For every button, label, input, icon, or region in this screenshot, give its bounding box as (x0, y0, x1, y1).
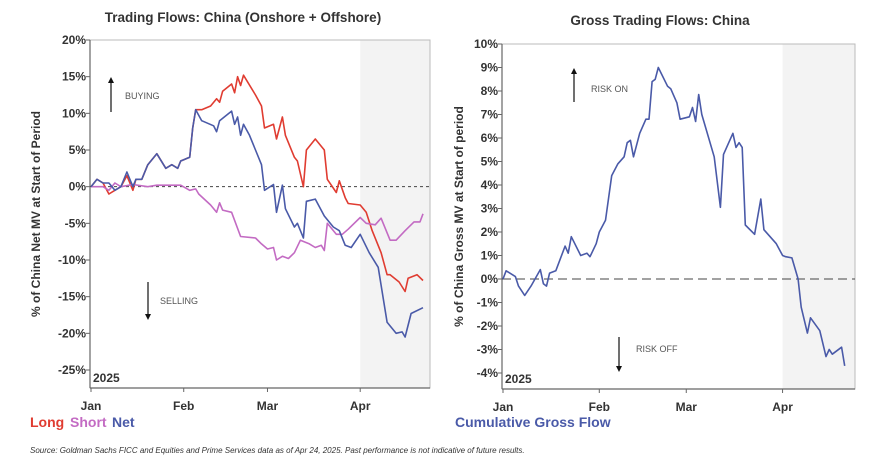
shaded-region (782, 44, 855, 389)
x-tick-label: Feb (173, 399, 194, 413)
annotation-label: BUYING (125, 91, 160, 101)
y-tick-label: 5% (69, 143, 87, 157)
y-axis-label: % of China Gross MV at Start of period (452, 106, 466, 327)
source-note: Source: Goldman Sachs FICC and Equities … (30, 446, 525, 455)
y-tick-label: 10% (62, 106, 86, 120)
chart-2: Gross Trading Flows: China 10% 9% 8% 7% 6% 5% 4… (452, 13, 856, 430)
shaded-region (360, 40, 430, 388)
y-tick-label: -15% (58, 290, 86, 304)
year-label: 2025 (505, 372, 532, 386)
y-tick-label: -10% (58, 253, 86, 267)
y-tick-label: 5% (481, 155, 499, 169)
arrowhead (616, 366, 622, 372)
legend-entry-cumulative-gross-flow: Cumulative Gross Flow (455, 414, 611, 430)
arrowhead (145, 314, 151, 320)
y-tick-label: 15% (62, 70, 86, 84)
chart-title: Trading Flows: China (Onshore + Offshore… (105, 10, 381, 25)
y-tick-label: 2% (481, 225, 499, 239)
y-tick-label: 0% (69, 180, 87, 194)
series-line-short (91, 182, 424, 261)
y-tick-label: 10% (474, 37, 498, 51)
y-tick-label: -2% (477, 319, 499, 333)
x-tick-label: Jan (81, 399, 102, 413)
y-tick-label: 9% (481, 61, 499, 75)
y-tick-label: 4% (481, 178, 499, 192)
arrowhead (108, 77, 114, 83)
x-tick-label: Jan (493, 400, 514, 414)
x-tick-label: Mar (676, 400, 698, 414)
arrowhead (571, 68, 577, 74)
y-tick-label: 0% (481, 272, 499, 286)
series-line-cumulative-gross-flow (502, 66, 846, 367)
annotation-label: SELLING (160, 296, 198, 306)
annotation-label: RISK OFF (636, 344, 678, 354)
legend-entry-net: Net (112, 414, 135, 430)
x-tick-label: Feb (589, 400, 610, 414)
y-tick-label: 7% (481, 108, 499, 122)
y-tick-label: 6% (481, 131, 499, 145)
x-tick-label: Apr (350, 399, 371, 413)
year-label: 2025 (93, 371, 120, 385)
y-tick-label: 1% (481, 249, 499, 263)
y-axis-label: % of China Net MV at Start of Period (29, 111, 43, 317)
y-tick-label: -3% (477, 343, 499, 357)
chart-title: Gross Trading Flows: China (570, 13, 750, 28)
annotation-label: RISK ON (591, 84, 628, 94)
y-tick-label: 20% (62, 33, 86, 47)
y-tick-label: -4% (477, 366, 499, 380)
y-tick-label: -20% (58, 326, 86, 340)
x-tick-label: Mar (257, 399, 279, 413)
y-tick-label: -1% (477, 296, 499, 310)
legend-entry-short: Short (70, 414, 107, 430)
y-tick-label: 8% (481, 84, 499, 98)
legend-entry-long: Long (30, 414, 64, 430)
series-line-net (90, 108, 424, 338)
y-tick-label: 3% (481, 202, 499, 216)
x-tick-label: Apr (772, 400, 793, 414)
chart-1: Trading Flows: China (Onshore + Offshore… (29, 10, 431, 430)
y-tick-label: -5% (65, 216, 87, 230)
y-tick-label: -25% (58, 363, 86, 377)
